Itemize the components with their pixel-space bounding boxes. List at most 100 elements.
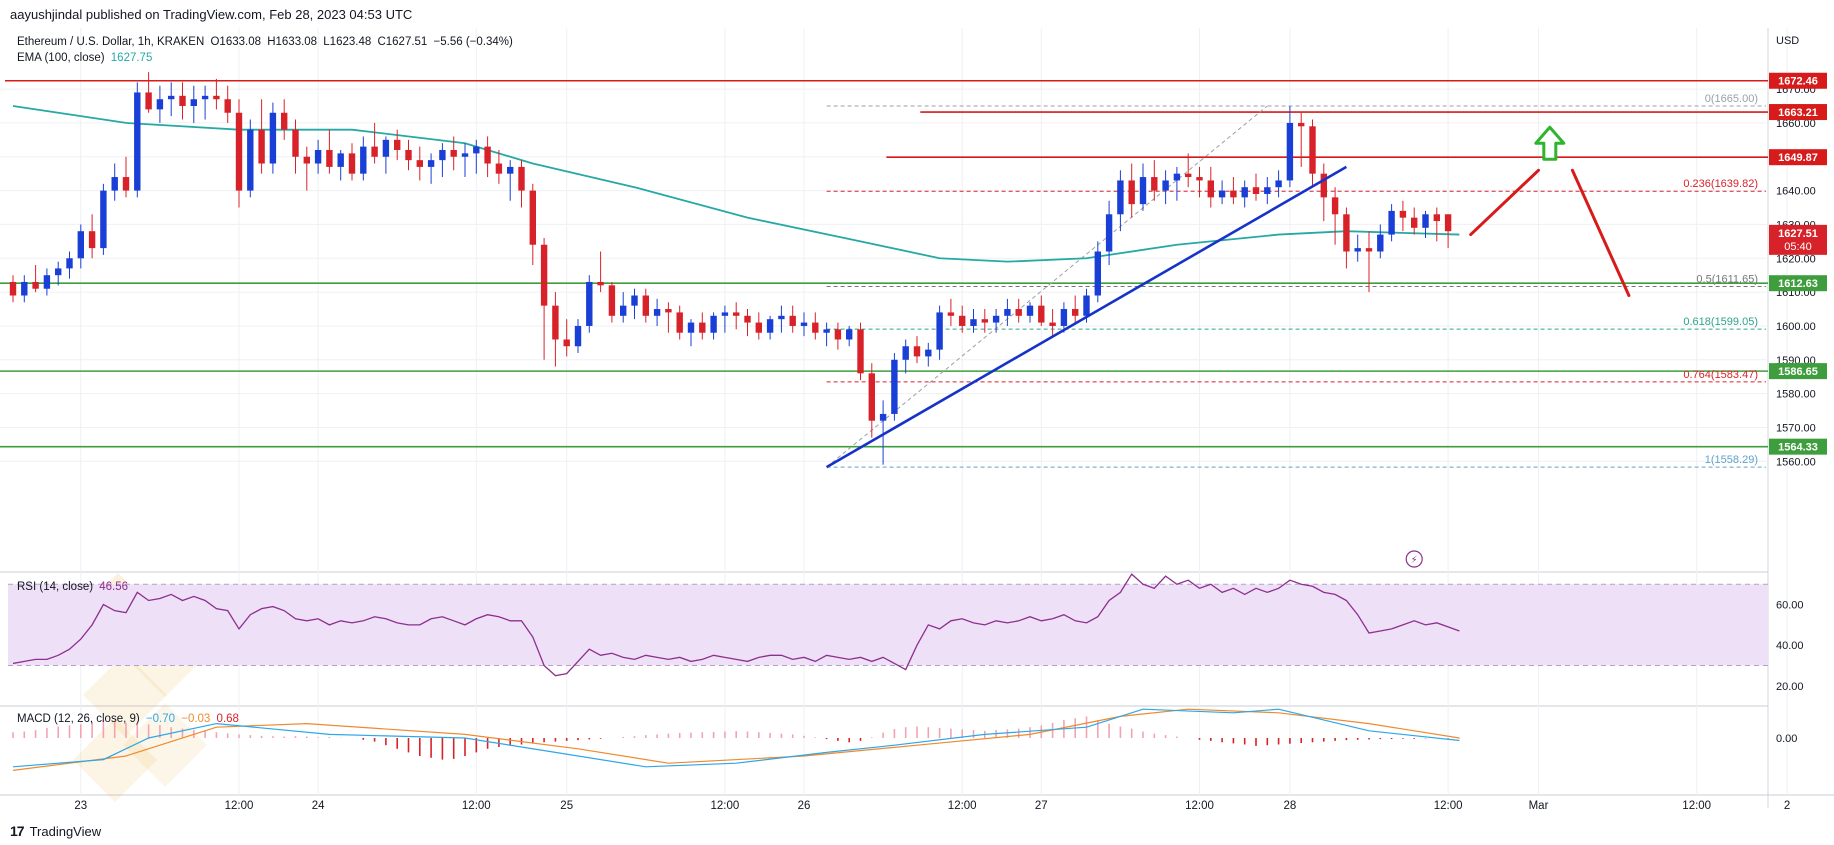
- candle-body-up: [902, 346, 909, 360]
- candle-body-up: [631, 295, 638, 306]
- price-axis[interactable]: 1560.001570.001580.001590.001600.001610.…: [1769, 35, 1827, 745]
- candle-body-down: [676, 312, 683, 333]
- footer-branding[interactable]: 17 TradingView: [10, 823, 101, 839]
- rsi-tick-label: 20.00: [1776, 681, 1804, 693]
- candle-body-up: [507, 166, 514, 174]
- ema-value: 1627.75: [110, 52, 153, 64]
- candle-body-down: [258, 129, 265, 164]
- candle-body-up: [1105, 214, 1113, 252]
- candle-body-down: [1331, 197, 1339, 215]
- candle-body-down: [1049, 322, 1056, 326]
- macd-value-hist: 0.68: [216, 713, 239, 725]
- fib-level-label: 1(1558.29): [1705, 454, 1758, 466]
- candle-body-up: [653, 309, 661, 316]
- time-tick-label: 12:00: [948, 800, 977, 812]
- support-price-badge-bg: [1769, 363, 1827, 380]
- candle-body-down: [1365, 248, 1373, 252]
- candle-body-up: [190, 99, 197, 106]
- candle-body-down: [518, 166, 525, 191]
- candle-body-down: [235, 112, 243, 191]
- candle-body-down: [642, 295, 649, 316]
- time-tick-label: Mar: [1529, 800, 1549, 812]
- candle-body-up: [778, 315, 785, 320]
- price-tick-label: 1660.00: [1776, 118, 1816, 130]
- fib-level-label: 0(1665.00): [1705, 93, 1758, 105]
- symbol-name: Ethereum / U.S. Dollar, 1h, KRAKEN: [17, 36, 205, 48]
- candle-body-up: [43, 275, 51, 289]
- candle-body-down: [1128, 180, 1135, 205]
- candle-body-up: [710, 315, 717, 333]
- lightning-marker-icon: [1405, 550, 1423, 568]
- price-tick-label: 1620.00: [1776, 253, 1816, 265]
- price-pane[interactable]: 0(1665.00) 0.236(1639.82) 0.5(1611.65) 0.61…: [0, 72, 1768, 568]
- currency-label: USD: [1776, 35, 1799, 47]
- candle-body-down: [1015, 309, 1022, 316]
- candle-body-up: [1173, 173, 1181, 181]
- current-price-badge-bg: [1769, 224, 1827, 255]
- candle-body-down: [733, 312, 740, 316]
- time-tick-label: 27: [1035, 800, 1048, 812]
- candle-body-down: [1320, 173, 1327, 198]
- candle-body-up: [1354, 248, 1361, 252]
- candle-body-down: [292, 129, 299, 157]
- candle-body-down: [665, 309, 672, 313]
- candle-body-up: [823, 329, 830, 333]
- macd-legend: MACD (12, 26, close, 9) −0.70 −0.03 0.68: [17, 713, 239, 725]
- current-price-badge: 1627.51: [1778, 228, 1818, 240]
- price-tick-label: 1570.00: [1776, 422, 1816, 434]
- time-tick-label: 12:00: [1185, 800, 1214, 812]
- macd-pane[interactable]: [12, 708, 1461, 771]
- high-value: H1633.08: [267, 36, 318, 48]
- time-axis[interactable]: 23 12:00 24 12:00 25 12:00 26 12:00 27 12:00 28 12:…: [74, 800, 1790, 812]
- candle-body-up: [461, 153, 469, 157]
- candle-body-down: [789, 315, 796, 326]
- projected-up-path: [1469, 168, 1540, 237]
- candle-body-up: [1275, 180, 1282, 188]
- candle-body-up: [66, 258, 73, 269]
- candle-body-up: [1004, 309, 1011, 316]
- candle-body-down: [371, 146, 378, 157]
- candle-body-up: [314, 149, 322, 164]
- candle-body-up: [936, 312, 943, 350]
- candle-body-down: [1343, 214, 1350, 252]
- candle-body-up: [1094, 251, 1101, 296]
- price-tick-label: 1560.00: [1776, 456, 1816, 468]
- candle-body-down: [303, 156, 310, 164]
- candle-body-down: [145, 92, 152, 110]
- candle-body-up: [879, 413, 887, 421]
- macd-label: MACD (12, 26, close, 9): [17, 713, 140, 725]
- candle-body-down: [981, 319, 988, 323]
- candle-body-up: [1117, 180, 1124, 215]
- candle-body-up: [269, 112, 277, 164]
- candle-body-up: [473, 146, 480, 154]
- candle-body-up: [574, 325, 582, 347]
- candle-body-up: [439, 149, 446, 161]
- candle-body-up: [970, 319, 977, 326]
- candle-body-up: [247, 129, 254, 191]
- candle-body-down: [450, 149, 457, 157]
- fib-diagonal: [826, 105, 1268, 468]
- rsi-pane[interactable]: [8, 573, 1768, 677]
- candle-body-up: [1422, 214, 1429, 228]
- time-tick-label: 23: [74, 800, 87, 812]
- time-tick-label: 28: [1284, 800, 1297, 812]
- candle-body-up: [111, 177, 118, 191]
- candle-body-down: [326, 149, 333, 167]
- candle-body-down: [608, 285, 616, 316]
- rsi-band: [8, 584, 1768, 666]
- candle-body-down: [529, 190, 536, 245]
- price-tick-label: 1600.00: [1776, 321, 1816, 333]
- macd-zero-label: 0.00: [1776, 733, 1797, 745]
- candle-body-down: [1444, 214, 1452, 232]
- candle-body-up: [100, 190, 107, 249]
- candle-body-up: [766, 319, 774, 333]
- candle-body-down: [1230, 190, 1237, 198]
- candle-body-down: [755, 322, 762, 333]
- candle-body-up: [586, 281, 593, 326]
- candle-body-down: [1309, 126, 1316, 174]
- candle-body-down: [394, 139, 401, 150]
- candle-body-down: [1207, 180, 1214, 198]
- watermark-diamond: [83, 653, 167, 737]
- candle-body-down: [405, 149, 412, 161]
